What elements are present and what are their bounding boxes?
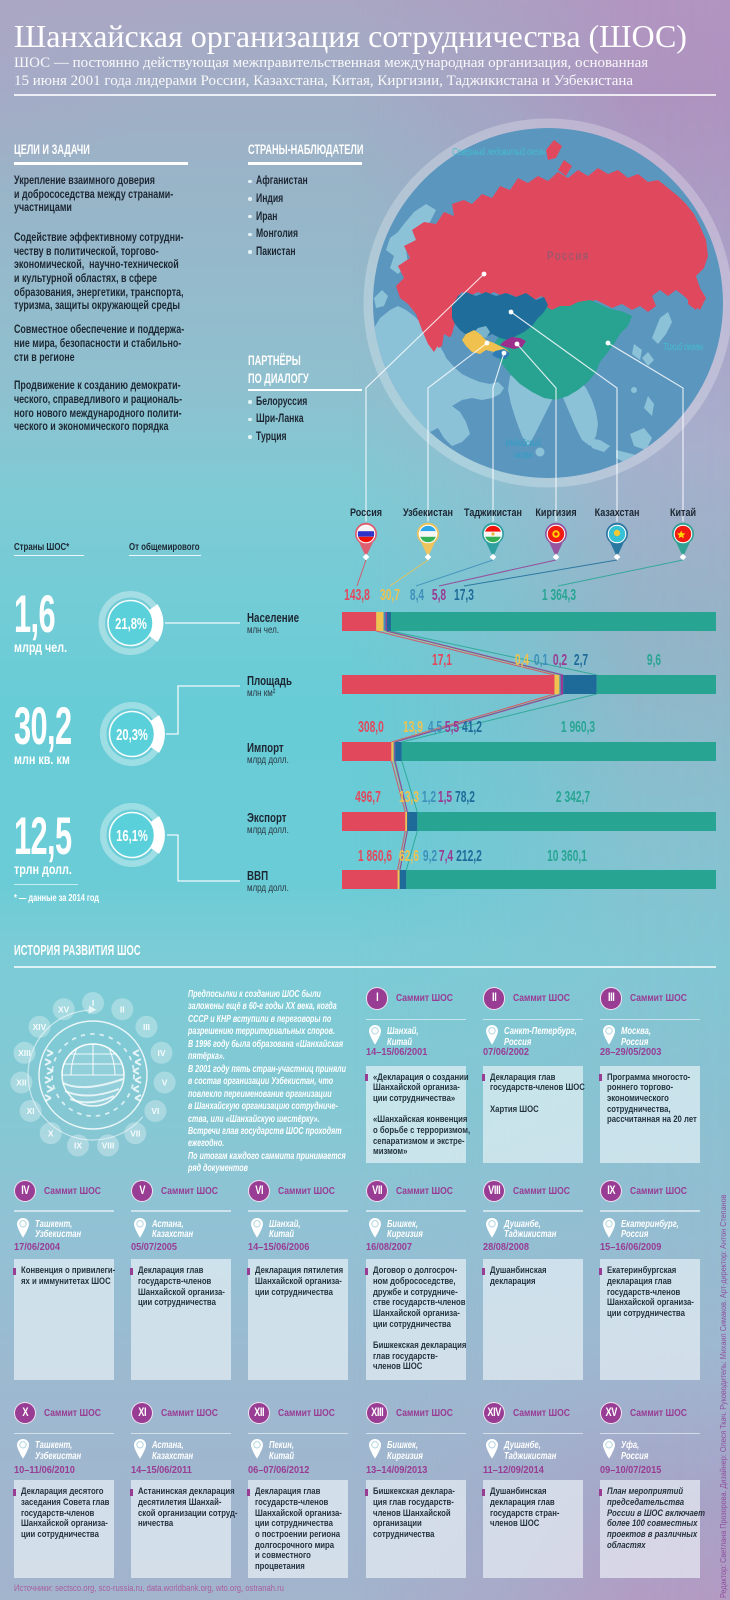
svg-text:VI: VI [151,1106,159,1116]
svg-text:II: II [120,1004,125,1014]
svg-text:VIII: VIII [102,1141,115,1151]
svg-text:XII: XII [16,1078,26,1088]
svg-text:IX: IX [74,1141,82,1151]
svg-text:VII: VII [130,1128,140,1138]
svg-text:III: III [143,1022,150,1032]
svg-text:IV: IV [157,1048,165,1058]
svg-text:XI: XI [27,1106,35,1116]
svg-text:XIV: XIV [33,1022,47,1032]
svg-text:XIII: XIII [18,1048,31,1058]
svg-text:X: X [48,1128,54,1138]
svg-text:I: I [92,998,94,1008]
svg-text:V: V [162,1078,168,1088]
svg-text:XV: XV [58,1004,70,1014]
